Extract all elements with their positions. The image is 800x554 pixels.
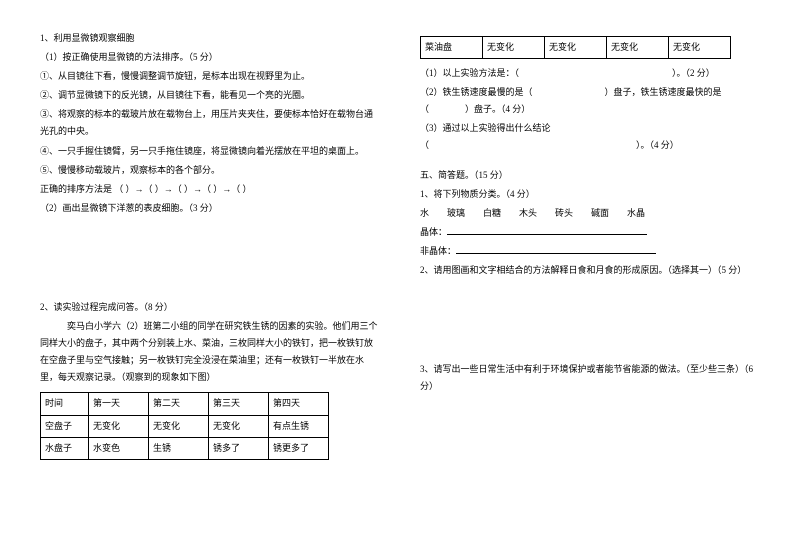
step-2: ②、调节显微镜下的反光镜，从目镜往下看，能看见一个亮的光圈。: [40, 87, 380, 104]
cell: 无变化: [89, 415, 149, 437]
left-column: 1、利用显微镜观察细胞 （1）按正确使用显微镜的方法排序。（5 分） ①、从目镜…: [40, 30, 400, 524]
cell: 无变化: [483, 37, 545, 59]
q2-title: 2、读实验过程完成问答。（8 分）: [40, 299, 380, 316]
cell: 空盘子: [41, 415, 89, 437]
right-column: 菜油盘 无变化 无变化 无变化 无变化 （1）以上实验方法是：（ ）。（2 分）…: [400, 30, 760, 524]
table-row: 空盘子 无变化 无变化 无变化 有点生锈: [41, 415, 329, 437]
cell: 无变化: [607, 37, 669, 59]
cell: 无变化: [545, 37, 607, 59]
r-line-3: （3）通过以上实验得出什么结论（ ）。（4 分）: [420, 120, 760, 154]
cell: 生锈: [149, 437, 209, 459]
noncrystal-line: 非晶体：: [420, 243, 760, 260]
cell: 无变化: [209, 415, 269, 437]
drawing-space-2: [420, 281, 760, 361]
table-row: 菜油盘 无变化 无变化 无变化 无变化: [421, 37, 731, 59]
materials-list: 水 玻璃 白糖 木头 砖头 碱面 水晶: [420, 205, 760, 222]
blank: [447, 225, 647, 235]
noncrystal-label: 非晶体：: [420, 246, 456, 256]
table-row: 水盘子 水变色 生锈 锈多了 锈更多了: [41, 437, 329, 459]
blank: [456, 244, 656, 254]
r-line-2: （2）铁生锈速度最慢的是（ ）盘子，铁生锈速度最快的是（ ）盘子。（4 分）: [420, 84, 760, 118]
s5-q2: 2、请用图画和文字相结合的方法解释日食和月食的形成原因。（选择其一）（5 分）: [420, 262, 760, 279]
step-4: ④、一只手握住镜臂，另一只手拖住镜座，将显微镜向着光摆放在平坦的桌面上。: [40, 143, 380, 160]
spacer: [420, 157, 760, 165]
step-1: ①、从目镜往下看，慢慢调整调节旋钮，是标本出现在视野里为止。: [40, 68, 380, 85]
q1-title: 1、利用显微镜观察细胞: [40, 30, 380, 47]
observation-table-1: 时间 第一天 第二天 第三天 第四天 空盘子 无变化 无变化 无变化 有点生锈 …: [40, 392, 329, 459]
cell: 锈更多了: [269, 437, 329, 459]
cell: 时间: [41, 393, 89, 415]
table-row: 时间 第一天 第二天 第三天 第四天: [41, 393, 329, 415]
cell: 水变色: [89, 437, 149, 459]
section-5-title: 五、简答题。（15 分）: [420, 167, 760, 184]
s5-q1: 1、将下列物质分类。（4 分）: [420, 186, 760, 203]
observation-table-2: 菜油盘 无变化 无变化 无变化 无变化: [420, 36, 731, 59]
s5-q3: 3、请写出一些日常生活中有利于环境保护或者能节省能源的做法。（至少些三条）（6 …: [420, 361, 760, 395]
cell: 无变化: [149, 415, 209, 437]
cell: 菜油盘: [421, 37, 483, 59]
r-line-1: （1）以上实验方法是：（ ）。（2 分）: [420, 65, 760, 82]
cell: 无变化: [669, 37, 731, 59]
cell: 有点生锈: [269, 415, 329, 437]
q1-sub1: （1）按正确使用显微镜的方法排序。（5 分）: [40, 49, 380, 66]
step-3: ③、将观察的标本的载玻片放在载物台上，用压片夹夹住，要使标本恰好在载物台通光孔的…: [40, 106, 380, 140]
crystal-line: 晶体：: [420, 224, 760, 241]
order-line: 正确的排序方法是 （ ）→（ ）→（ ）→（ ）→（ ）: [40, 181, 380, 198]
cell: 锈多了: [209, 437, 269, 459]
step-5: ⑤、慢慢移动载玻片，观察标本的各个部分。: [40, 162, 380, 179]
cell: 第四天: [269, 393, 329, 415]
cell: 第二天: [149, 393, 209, 415]
cell: 第三天: [209, 393, 269, 415]
q1-sub2: （2）画出显微镜下洋葱的表皮细胞。（3 分）: [40, 200, 380, 217]
drawing-space: [40, 219, 380, 299]
q2-paragraph: 奕马白小学六（2）班第二小组的同学在研究铁生锈的因素的实验。他们用三个同样大小的…: [40, 318, 380, 386]
cell: 第一天: [89, 393, 149, 415]
crystal-label: 晶体：: [420, 227, 447, 237]
cell: 水盘子: [41, 437, 89, 459]
